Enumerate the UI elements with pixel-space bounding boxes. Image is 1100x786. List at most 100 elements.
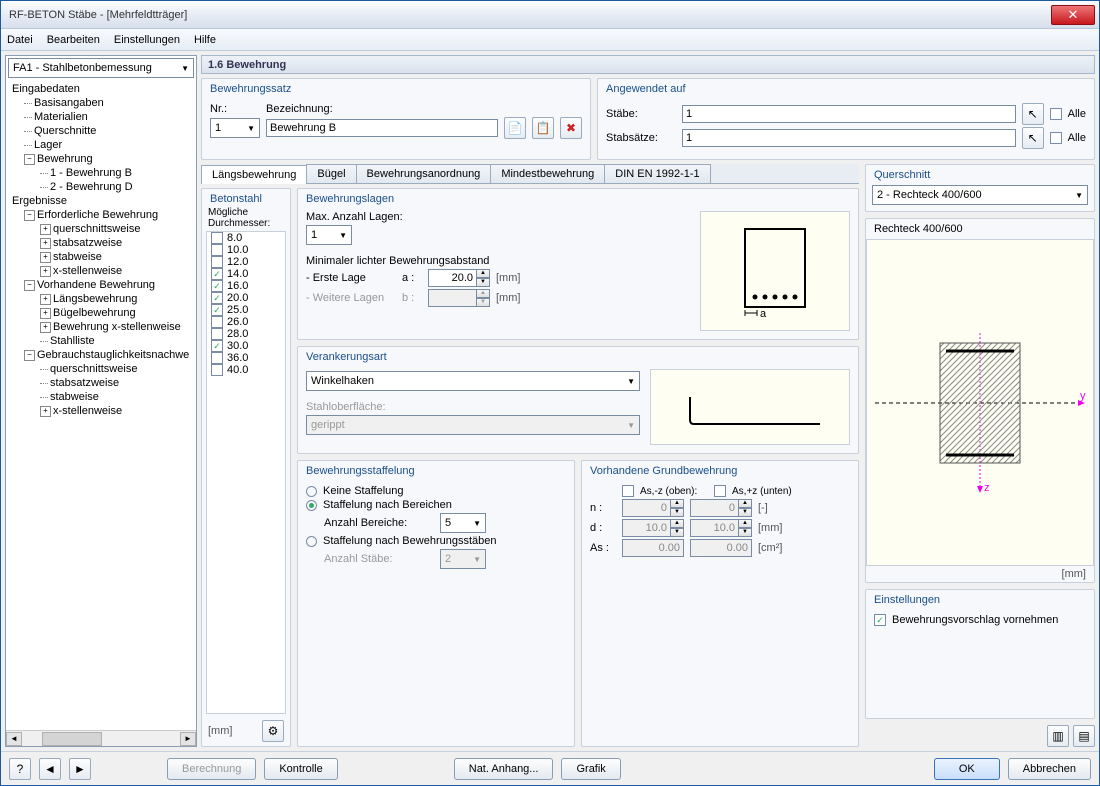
content-panel: 1.6 Bewehrung Bewehrungssatz Nr.: Bezeic…	[201, 55, 1095, 747]
new-icon[interactable]: 📄	[504, 117, 526, 139]
as-unten-check[interactable]	[714, 485, 726, 497]
bezeichnung-input[interactable]	[266, 119, 498, 137]
as2-field	[690, 539, 752, 557]
tabs: Längsbewehrung Bügel Bewehrungsanordnung…	[201, 164, 859, 184]
menubar: Datei Bearbeiten Einstellungen Hilfe	[1, 29, 1099, 51]
tab-bugel[interactable]: Bügel	[306, 164, 356, 183]
tree-lager[interactable]: Lager	[6, 138, 196, 152]
tree-querschnitte[interactable]: Querschnitte	[6, 124, 196, 138]
diameter-item[interactable]: 26.0	[207, 316, 285, 328]
tree-lang[interactable]: +Längsbewehrung	[6, 292, 196, 306]
diameter-item[interactable]: 10.0	[207, 244, 285, 256]
close-button[interactable]: ✕	[1051, 5, 1095, 25]
tab-mindestbewehrung[interactable]: Mindestbewehrung	[490, 164, 605, 183]
verankerung-combo[interactable]: Winkelhaken▼	[306, 371, 640, 391]
tree-xsw1[interactable]: +x-stellenweise	[6, 264, 196, 278]
tree-vorhandene[interactable]: −Vorhandene Bewehrung	[6, 278, 196, 292]
tree-stahl[interactable]: Stahlliste	[6, 334, 196, 348]
tree-gtn[interactable]: −Gebrauchstauglichkeitsnachwe	[6, 348, 196, 362]
menu-edit[interactable]: Bearbeiten	[47, 34, 100, 46]
tree-bugel[interactable]: +Bügelbewehrung	[6, 306, 196, 320]
tree-materialien[interactable]: Materialien	[6, 110, 196, 124]
diameter-item[interactable]: ✓30.0	[207, 340, 285, 352]
group-betonstahl: Betonstahl Mögliche Durchmesser: 8.010.0…	[201, 188, 291, 747]
svg-text:z: z	[984, 482, 990, 494]
ok-button[interactable]: OK	[934, 758, 1000, 780]
diameter-item[interactable]: ✓20.0	[207, 292, 285, 304]
steel-settings-icon[interactable]: ⚙	[262, 720, 284, 742]
app-window: RF-BETON Stäbe - [Mehrfeldtträger] ✕ Dat…	[0, 0, 1100, 786]
n2-spinner: ▲▼	[690, 499, 752, 517]
anzahl-stabe-combo: 2▼	[440, 549, 486, 569]
diameter-item[interactable]: 28.0	[207, 328, 285, 340]
tree-bewehrung[interactable]: −Bewehrung	[6, 152, 196, 166]
abbrechen-button[interactable]: Abbrechen	[1008, 758, 1091, 780]
tree-xsw2[interactable]: +x-stellenweise	[6, 404, 196, 418]
pick-stabe-icon[interactable]: ↖	[1022, 103, 1044, 125]
alle-stabe-check[interactable]	[1050, 108, 1062, 120]
nat-anhang-button[interactable]: Nat. Anhang...	[454, 758, 554, 780]
tab-bewehrungsanordnung[interactable]: Bewehrungsanordnung	[356, 164, 492, 183]
menu-help[interactable]: Hilfe	[194, 34, 216, 46]
oberflache-combo: gerippt▼	[306, 415, 640, 435]
nr-combo[interactable]: 1▼	[210, 118, 260, 138]
erste-lage-spinner[interactable]: ▲▼	[428, 269, 490, 287]
as-oben-check[interactable]	[622, 485, 634, 497]
diameter-item[interactable]: ✓14.0	[207, 268, 285, 280]
copy-icon[interactable]: 📋	[532, 117, 554, 139]
diameter-item[interactable]: 40.0	[207, 364, 285, 376]
view2-icon[interactable]: ▤	[1073, 725, 1095, 747]
menu-file[interactable]: Datei	[7, 34, 33, 46]
tree-bewx[interactable]: +Bewehrung x-stellenweise	[6, 320, 196, 334]
querschnitt-combo[interactable]: 2 - Rechteck 400/600▼	[872, 185, 1088, 205]
grafik-button[interactable]: Grafik	[561, 758, 620, 780]
diameter-item[interactable]: ✓16.0	[207, 280, 285, 292]
tree-sw2[interactable]: stabweise	[6, 390, 196, 404]
berechnung-button[interactable]: Berechnung	[167, 758, 256, 780]
tab-din[interactable]: DIN EN 1992-1-1	[604, 164, 710, 183]
diameter-item[interactable]: 8.0	[207, 232, 285, 244]
case-combo[interactable]: FA1 - Stahlbetonbemessung▼	[8, 58, 194, 78]
alle-stabsatze-check[interactable]	[1050, 132, 1062, 144]
diameter-item[interactable]: 36.0	[207, 352, 285, 364]
stabe-input[interactable]	[682, 105, 1016, 123]
diameter-list: 8.010.012.0✓14.0✓16.0✓20.0✓25.026.028.0✓…	[206, 231, 286, 714]
group-bewehrungslagen: Bewehrungslagen Max. Anzahl Lagen: 1▼ Mi…	[297, 188, 859, 340]
next-icon[interactable]: ►	[69, 758, 91, 780]
diameter-item[interactable]: 12.0	[207, 256, 285, 268]
vorschlag-check[interactable]: ✓	[874, 614, 886, 626]
radio-bereiche[interactable]	[306, 500, 317, 511]
tree-bew1[interactable]: 1 - Bewehrung B	[6, 166, 196, 180]
tree-bew2[interactable]: 2 - Bewehrung D	[6, 180, 196, 194]
group-angewendet: Angewendet auf Stäbe: ↖ Alle Stabsätze:	[597, 78, 1095, 160]
radio-keine[interactable]	[306, 486, 317, 497]
tree-eingabedaten[interactable]: Eingabedaten	[6, 82, 196, 96]
n1-spinner: ▲▼	[622, 499, 684, 517]
delete-icon[interactable]: ✖	[560, 117, 582, 139]
tree-qw1[interactable]: +querschnittsweise	[6, 222, 196, 236]
tab-langsbewehrung[interactable]: Längsbewehrung	[201, 165, 307, 184]
prev-icon[interactable]: ◄	[39, 758, 61, 780]
tree-qw2[interactable]: querschnittsweise	[6, 362, 196, 376]
stabsatze-input[interactable]	[682, 129, 1016, 147]
tree-ergebnisse[interactable]: Ergebnisse	[6, 194, 196, 208]
tree-ssw1[interactable]: +stabsatzweise	[6, 236, 196, 250]
help-icon[interactable]: ?	[9, 758, 31, 780]
kontrolle-button[interactable]: Kontrolle	[264, 758, 337, 780]
tree-sw1[interactable]: +stabweise	[6, 250, 196, 264]
pick-stabsatze-icon[interactable]: ↖	[1022, 127, 1044, 149]
anzahl-bereiche-combo[interactable]: 5▼	[440, 513, 486, 533]
d1-spinner: ▲▼	[622, 519, 684, 537]
radio-stabe[interactable]	[306, 536, 317, 547]
menu-settings[interactable]: Einstellungen	[114, 34, 180, 46]
tree-scrollbar[interactable]: ◄►	[6, 730, 196, 746]
diameter-item[interactable]: ✓25.0	[207, 304, 285, 316]
tree-ssw2[interactable]: stabsatzweise	[6, 376, 196, 390]
tree-erforderliche[interactable]: −Erforderliche Bewehrung	[6, 208, 196, 222]
d2-spinner: ▲▼	[690, 519, 752, 537]
max-lagen-combo[interactable]: 1▼	[306, 225, 352, 245]
section-header: 1.6 Bewehrung	[201, 55, 1095, 74]
tree-basisangaben[interactable]: Basisangaben	[6, 96, 196, 110]
view1-icon[interactable]: ▥	[1047, 725, 1069, 747]
group-einstellungen: Einstellungen ✓Bewehrungsvorschlag vorne…	[865, 589, 1095, 719]
